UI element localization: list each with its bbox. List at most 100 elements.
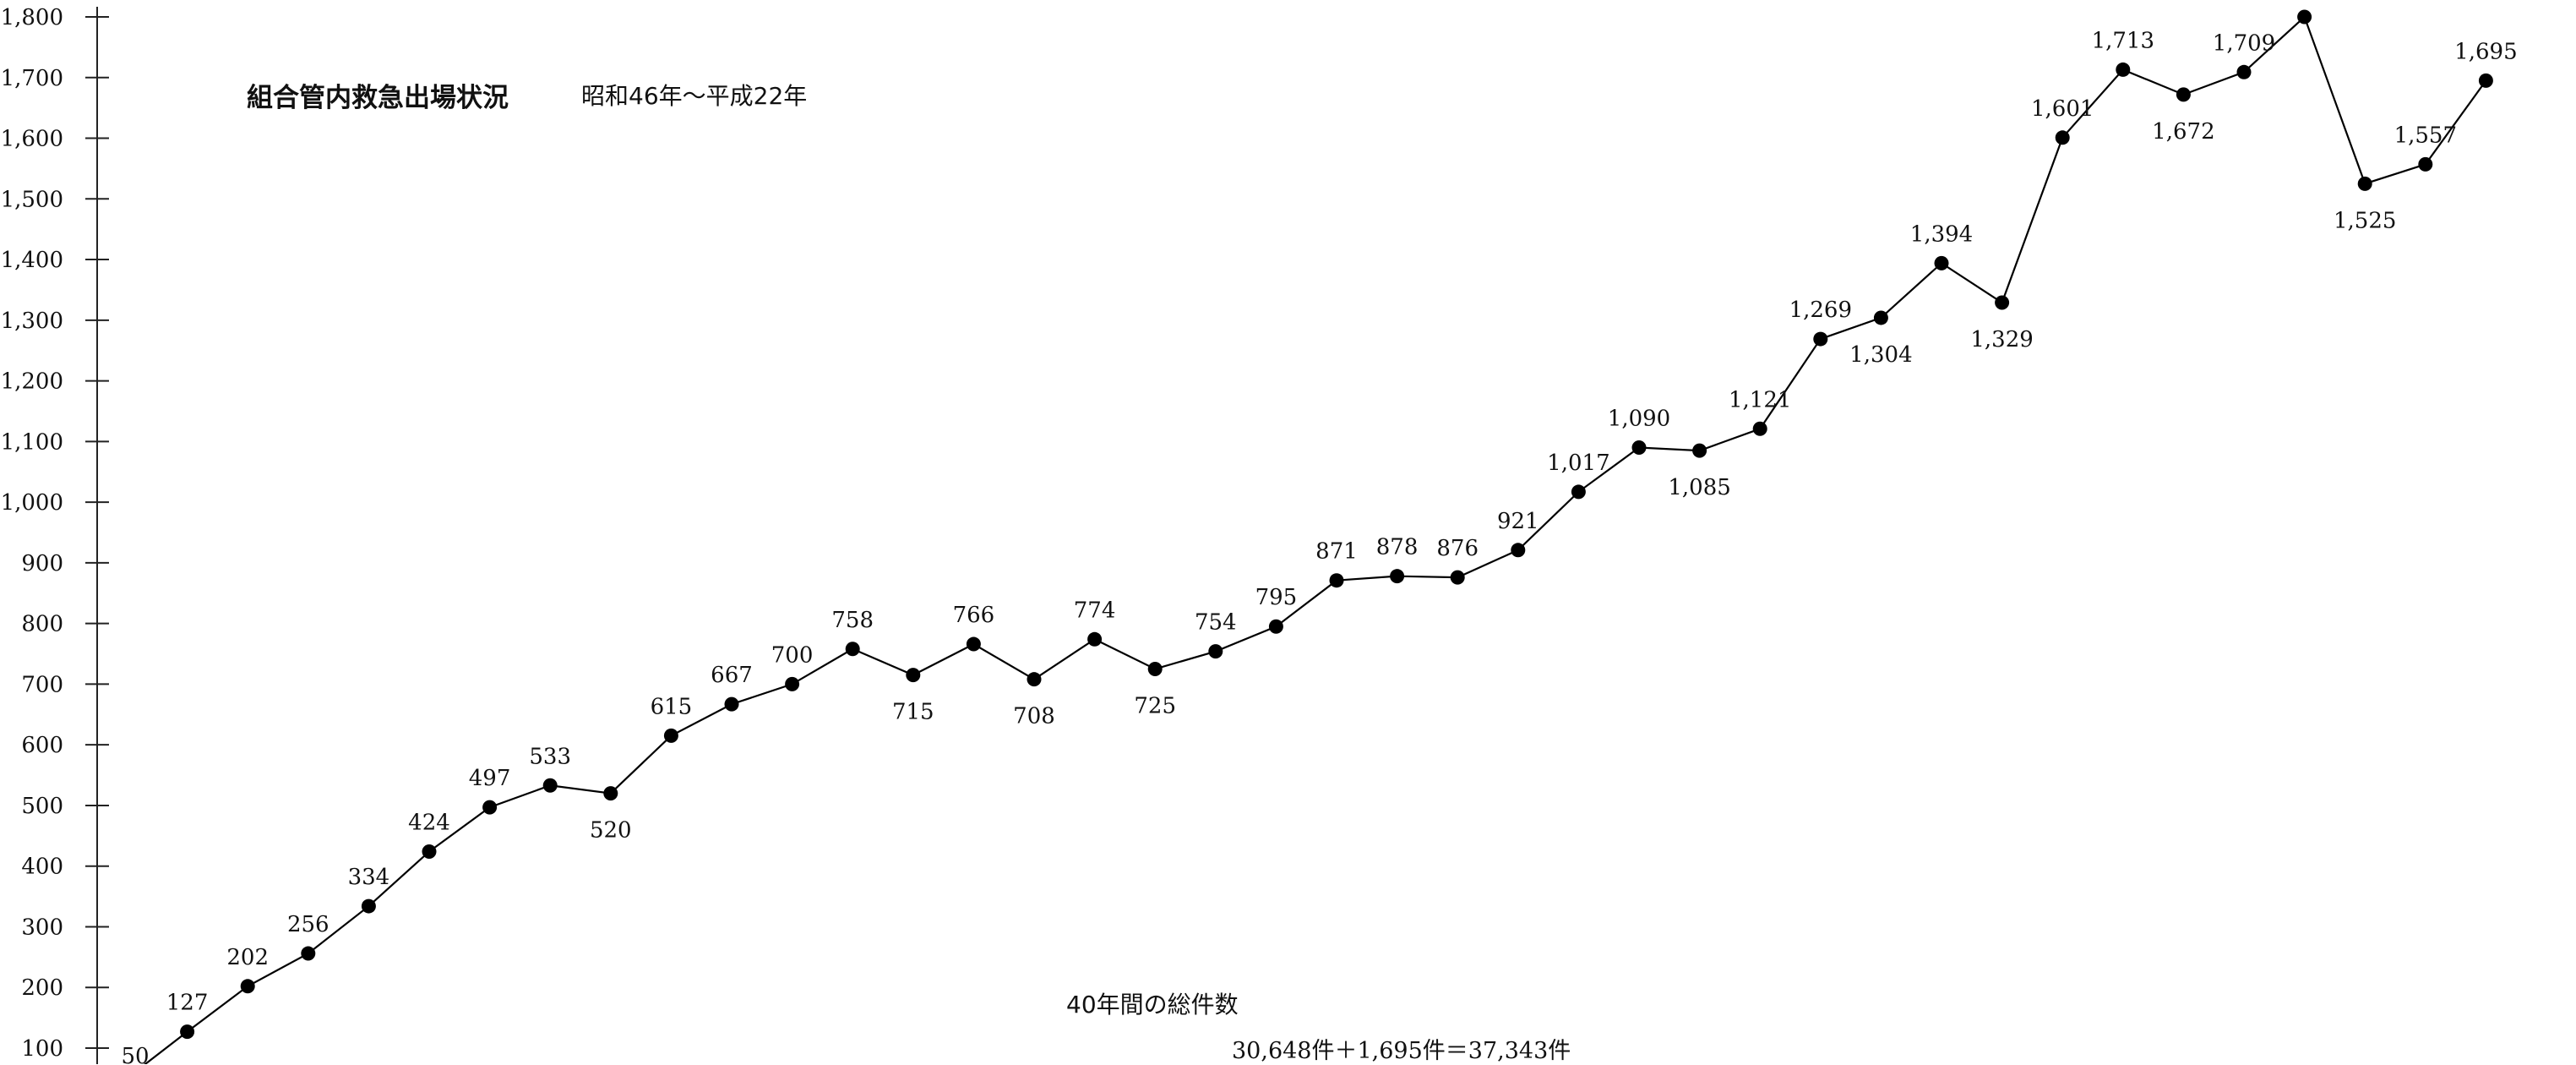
data-label: 878 bbox=[1376, 535, 1419, 560]
total-count-title: 40年間の総件数 bbox=[1066, 991, 1239, 1019]
data-point bbox=[240, 979, 255, 994]
data-label: 334 bbox=[348, 865, 390, 890]
y-axis: 100 200 300 400 500 600 700 800 900 1,000 1,100 1,2… bbox=[1, 5, 109, 1064]
data-label: 1,085 bbox=[1668, 475, 1730, 500]
data-label: 715 bbox=[892, 700, 934, 725]
data-label: 667 bbox=[711, 663, 753, 688]
data-label: 1,557 bbox=[2394, 123, 2457, 148]
data-label: 1,304 bbox=[1849, 342, 1912, 368]
data-label: 774 bbox=[1074, 598, 1116, 623]
y-tick-label: 1,100 bbox=[1, 429, 63, 455]
data-label: 533 bbox=[529, 744, 571, 769]
data-label: 1,090 bbox=[1608, 407, 1670, 432]
data-point bbox=[1995, 295, 2010, 310]
data-label: 1,525 bbox=[2334, 208, 2396, 233]
y-tick-label: 1,500 bbox=[1, 187, 63, 212]
data-label: 1,121 bbox=[1729, 387, 1791, 412]
y-tick-label: 200 bbox=[21, 975, 63, 1001]
data-point bbox=[482, 800, 498, 815]
y-tick-label: 600 bbox=[21, 733, 63, 758]
data-point bbox=[1268, 619, 1283, 634]
data-point bbox=[1208, 644, 1223, 659]
data-point bbox=[785, 676, 800, 691]
data-label: 766 bbox=[953, 603, 995, 628]
data-point bbox=[966, 636, 981, 652]
data-label: 921 bbox=[1497, 509, 1539, 534]
data-point bbox=[845, 642, 860, 657]
data-point bbox=[2418, 156, 2433, 172]
data-point bbox=[1813, 331, 1828, 347]
data-label: 700 bbox=[771, 642, 814, 668]
data-label: 1,672 bbox=[2152, 119, 2214, 145]
data-point bbox=[1571, 484, 1586, 500]
y-tick-label: 400 bbox=[21, 855, 63, 880]
data-point bbox=[542, 778, 558, 793]
y-tick-label: 1,600 bbox=[1, 127, 63, 152]
data-label: 256 bbox=[287, 912, 329, 937]
series-line-group bbox=[144, 15, 2487, 1064]
chart-subtitle: 昭和46年～平成22年 bbox=[581, 82, 808, 110]
data-point bbox=[1692, 443, 1707, 458]
data-label: 520 bbox=[590, 818, 632, 844]
data-point bbox=[301, 946, 316, 961]
data-point bbox=[663, 728, 678, 743]
data-label: 1,709 bbox=[2213, 30, 2275, 56]
data-label: 1,695 bbox=[2454, 39, 2517, 64]
data-label: 127 bbox=[166, 991, 209, 1016]
data-label: 497 bbox=[469, 766, 511, 791]
data-label: 876 bbox=[1436, 536, 1479, 561]
y-tick-label: 1,200 bbox=[1, 369, 63, 395]
data-label: 1,269 bbox=[1789, 298, 1852, 323]
data-label: 615 bbox=[651, 694, 693, 719]
data-point bbox=[1934, 255, 1949, 270]
data-label: 1,394 bbox=[1910, 221, 1973, 247]
y-tick-label: 1,300 bbox=[1, 309, 63, 334]
data-point bbox=[422, 844, 437, 859]
data-point bbox=[2055, 130, 2070, 145]
data-point bbox=[1450, 570, 1465, 585]
data-point bbox=[1873, 310, 1888, 325]
data-label: 795 bbox=[1255, 585, 1298, 610]
data-point bbox=[2116, 62, 2131, 77]
data-label: 50 bbox=[121, 1044, 149, 1064]
data-point bbox=[2297, 9, 2312, 25]
data-point bbox=[1147, 661, 1163, 676]
y-tick-label: 900 bbox=[21, 551, 63, 576]
data-label: 1,713 bbox=[2092, 28, 2154, 53]
y-tick-label: 300 bbox=[21, 915, 63, 940]
y-tick-label: 1,800 bbox=[1, 5, 63, 30]
y-tick-label: 100 bbox=[21, 1036, 63, 1062]
y-tick-label: 800 bbox=[21, 612, 63, 637]
data-point bbox=[724, 696, 739, 712]
data-point bbox=[361, 898, 376, 914]
data-point bbox=[1752, 421, 1767, 436]
data-label: 871 bbox=[1315, 539, 1358, 565]
y-tick-label: 700 bbox=[21, 672, 63, 697]
data-point bbox=[1027, 672, 1042, 687]
data-label: 1,017 bbox=[1547, 451, 1609, 476]
y-tick-label: 1,700 bbox=[1, 66, 63, 91]
data-label: 1,329 bbox=[1970, 327, 2033, 352]
chart-title: 組合管内救急出場状況 bbox=[247, 83, 509, 113]
data-label: 754 bbox=[1195, 610, 1237, 636]
data-label: 202 bbox=[226, 945, 269, 970]
data-point bbox=[1087, 631, 1103, 647]
data-points-group bbox=[180, 9, 2493, 1040]
data-point bbox=[2236, 64, 2252, 79]
y-tick-label: 1,400 bbox=[1, 248, 63, 273]
data-point bbox=[2357, 176, 2372, 191]
total-count-formula: 30,648件＋1,695件＝37,343件 bbox=[1232, 1038, 1571, 1064]
data-point bbox=[906, 668, 921, 683]
data-label: 758 bbox=[831, 608, 874, 633]
data-point bbox=[180, 1024, 195, 1040]
data-labels-group: 50 127 202 256 334 424 497 533 520 615 667 700 758 71… bbox=[121, 28, 2517, 1064]
data-label: 424 bbox=[408, 810, 450, 835]
series-line bbox=[144, 15, 2487, 1064]
data-point bbox=[2176, 87, 2191, 102]
data-point bbox=[2478, 73, 2493, 88]
data-point bbox=[1390, 569, 1405, 584]
y-tick-label: 1,000 bbox=[1, 490, 63, 516]
data-point bbox=[603, 786, 618, 801]
data-point bbox=[1329, 573, 1344, 588]
data-label: 708 bbox=[1013, 704, 1055, 729]
